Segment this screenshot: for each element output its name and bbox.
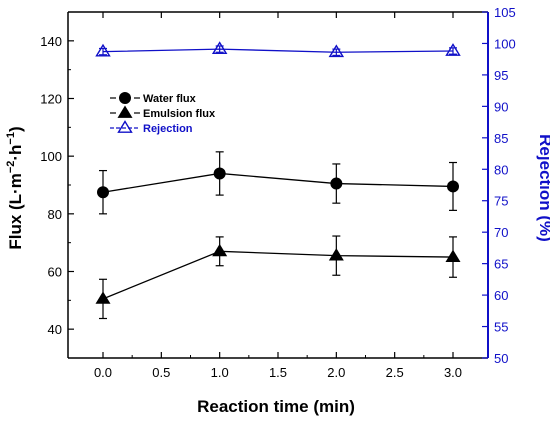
data-point xyxy=(211,41,228,55)
right-y-tick-label: 70 xyxy=(494,225,508,240)
legend-marker xyxy=(117,105,133,118)
left-y-axis-title-part: ) xyxy=(6,126,25,132)
left-y-axis-title-part: Flux (L·m xyxy=(6,173,25,250)
right-y-tick-label: 105 xyxy=(494,5,516,20)
left-y-tick-label: 140 xyxy=(40,34,62,49)
series-rejection xyxy=(95,41,461,58)
x-tick-label: 0.0 xyxy=(94,365,112,380)
left-y-tick-label: 120 xyxy=(40,92,62,107)
left-y-axis-title: Flux (L·m−2·h−1) xyxy=(5,126,25,249)
series-line xyxy=(102,48,454,53)
right-y-axis-title: Rejection (%) xyxy=(536,134,550,242)
data-point xyxy=(212,243,228,257)
right-y-tick-label: 90 xyxy=(494,99,508,114)
left-y-axis-title-superscript: −2 xyxy=(5,161,17,174)
x-axis-title: Reaction time (min) xyxy=(197,397,355,416)
legend-label: Rejection xyxy=(143,123,193,135)
data-point xyxy=(328,248,344,261)
right-y-tick-label: 50 xyxy=(494,351,508,366)
data-point xyxy=(95,291,111,304)
right-y-tick-label: 95 xyxy=(494,68,508,83)
legend-item: Rejection xyxy=(110,120,193,135)
right-y-tick-label: 65 xyxy=(494,257,508,272)
series-emulsion-flux xyxy=(95,235,461,320)
legend-label: Water flux xyxy=(143,93,197,105)
x-tick-label: 1.5 xyxy=(269,365,287,380)
series-line xyxy=(102,250,454,300)
series-line xyxy=(102,172,454,193)
legend-item: Emulsion flux xyxy=(110,105,216,120)
data-point xyxy=(447,180,459,193)
left-y-tick-label: 80 xyxy=(48,207,62,222)
data-point xyxy=(445,43,461,56)
legend-marker xyxy=(117,120,133,133)
x-tick-label: 1.0 xyxy=(211,365,229,380)
series-water-flux xyxy=(97,151,459,215)
legend-item: Water flux xyxy=(110,92,197,105)
right-y-tick-label: 80 xyxy=(494,162,508,177)
data-point xyxy=(97,186,109,199)
plot-frame xyxy=(67,11,489,359)
x-tick-label: 0.5 xyxy=(152,365,170,380)
right-y-tick-label: 55 xyxy=(494,320,508,335)
x-tick-label: 2.0 xyxy=(327,365,345,380)
right-y-tick-label: 100 xyxy=(494,36,516,51)
data-point xyxy=(445,249,461,262)
x-tick-label: 3.0 xyxy=(444,365,462,380)
left-y-tick-label: 40 xyxy=(48,322,62,337)
right-y-tick-label: 85 xyxy=(494,131,508,146)
series-layer xyxy=(95,41,461,320)
x-tick-label: 2.5 xyxy=(386,365,404,380)
right-y-axis-ticks: 50 55 60 65 70 75 80 85 90 95 100 105 xyxy=(482,5,516,366)
x-axis-ticks: 0.0 0.5 1.0 1.5 2.0 2.5 3.0 xyxy=(94,12,462,380)
left-y-axis-title-superscript: −1 xyxy=(5,132,17,145)
left-y-axis-ticks: 40 60 80 100 120 140 xyxy=(40,11,74,359)
data-point xyxy=(330,177,343,190)
left-y-axis-title-part: ·h xyxy=(6,145,25,161)
left-y-tick-label: 100 xyxy=(40,149,62,164)
legend-marker xyxy=(119,92,131,104)
legend: Water flux Emulsion flux Rejection xyxy=(110,92,216,135)
right-y-tick-label: 75 xyxy=(494,194,508,209)
data-point xyxy=(213,167,226,180)
data-point xyxy=(328,44,345,58)
right-y-tick-label: 60 xyxy=(494,288,508,303)
legend-label: Emulsion flux xyxy=(143,108,216,120)
left-y-tick-label: 60 xyxy=(48,265,62,280)
data-point xyxy=(95,43,111,57)
